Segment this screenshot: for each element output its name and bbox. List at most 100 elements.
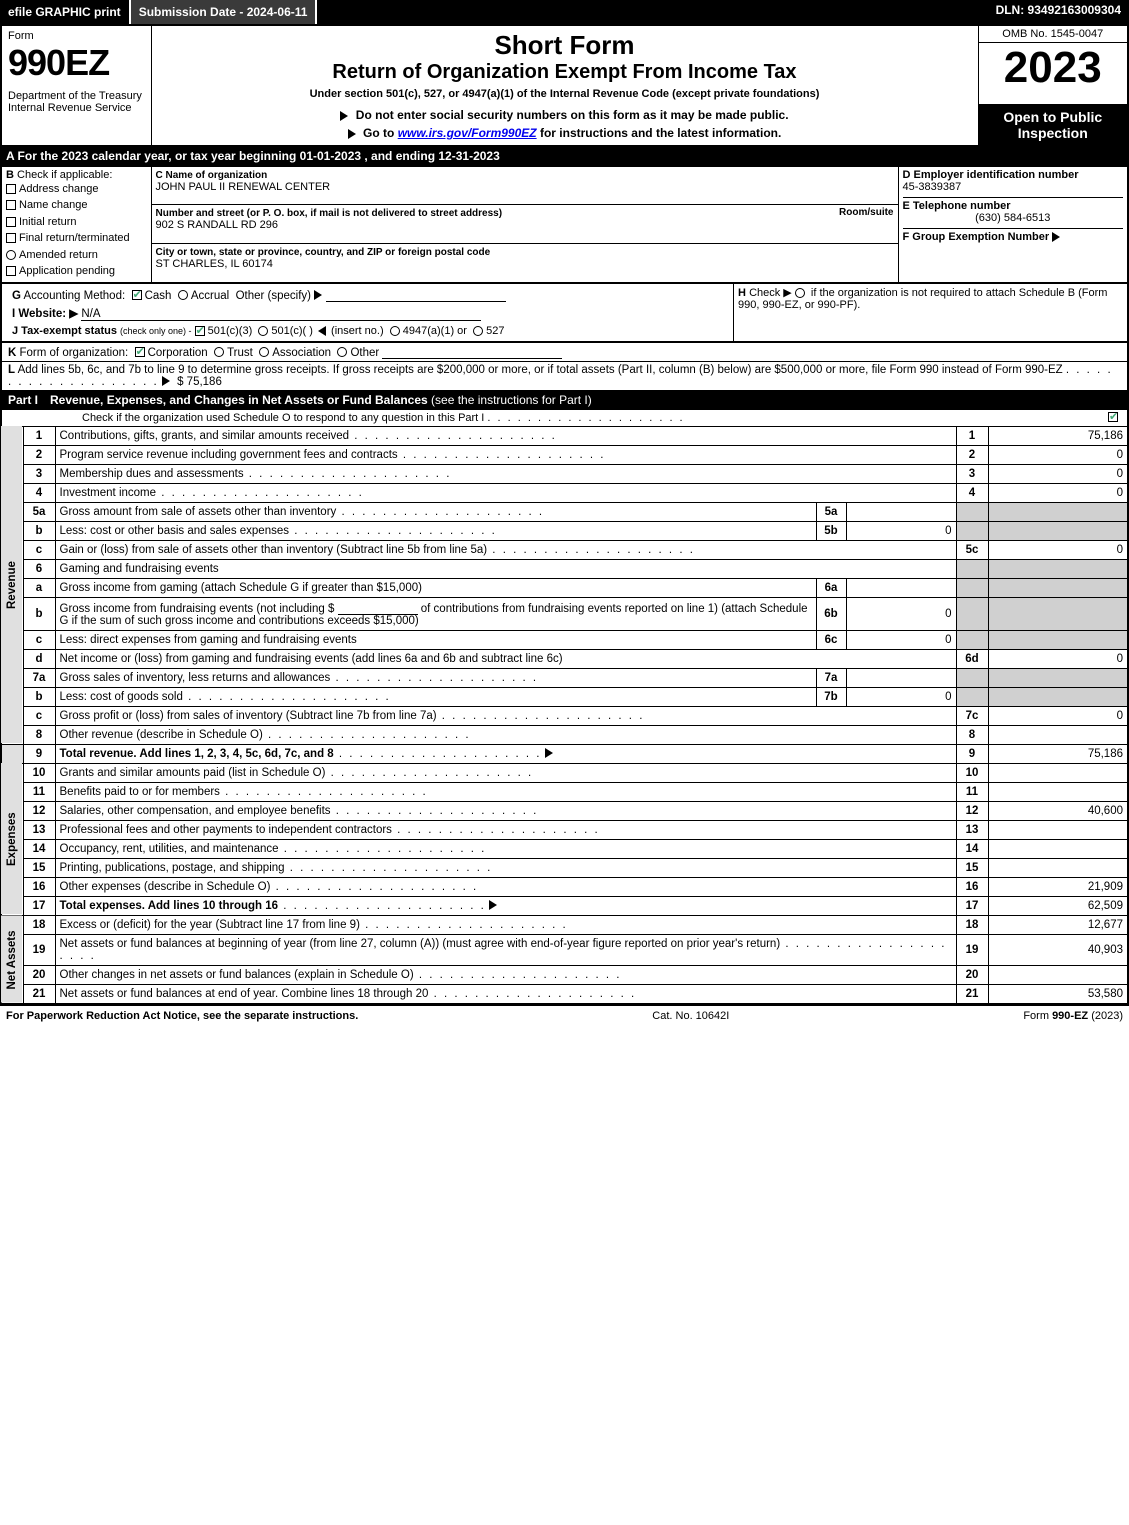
dots xyxy=(278,900,486,912)
line18-num: 18 xyxy=(23,915,55,934)
line19-num: 19 xyxy=(23,934,55,965)
line14-rn: 14 xyxy=(956,839,988,858)
line5b-sn: 5b xyxy=(816,521,846,540)
line2-desc: Program service revenue including govern… xyxy=(60,449,398,461)
dots xyxy=(270,881,478,893)
city-value: ST CHARLES, IL 60174 xyxy=(156,258,273,270)
line14-desc: Occupancy, rent, utilities, and maintena… xyxy=(60,843,279,855)
box-c-label: C xyxy=(156,170,163,181)
dots xyxy=(330,672,538,684)
line12-amount: 40,600 xyxy=(988,801,1128,820)
ein-value: 45-3839387 xyxy=(903,181,1124,193)
line6b-blank[interactable] xyxy=(338,601,418,615)
line9-rn: 9 xyxy=(956,744,988,763)
side-blank xyxy=(1,744,23,763)
cb-initial-return[interactable] xyxy=(6,217,16,227)
submission-date: Submission Date - 2024-06-11 xyxy=(131,0,318,24)
bullet-no-ssn: Do not enter social security numbers on … xyxy=(356,108,789,122)
line7a-num: 7a xyxy=(23,668,55,687)
row-h-post: if the organization is not required to a… xyxy=(738,287,1107,311)
line7b-sn: 7b xyxy=(816,687,846,706)
cb-label: Final return/terminated xyxy=(19,232,130,244)
line5a-num: 5a xyxy=(23,502,55,521)
line4-rn: 4 xyxy=(956,483,988,502)
line16-desc: Other expenses (describe in Schedule O) xyxy=(60,881,271,893)
line10-desc: Grants and similar amounts paid (list in… xyxy=(60,767,326,779)
row-h-pre: Check ▶ xyxy=(749,287,792,299)
line4-num: 4 xyxy=(23,483,55,502)
cb-501c[interactable] xyxy=(258,326,268,336)
cb-amended-return[interactable] xyxy=(6,250,16,260)
line1-rn: 1 xyxy=(956,426,988,445)
greyed-cell xyxy=(956,578,988,597)
line13-rn: 13 xyxy=(956,820,988,839)
cb-accrual[interactable] xyxy=(178,290,188,300)
line5b-desc: Less: cost or other basis and sales expe… xyxy=(60,525,290,537)
line6a-sv xyxy=(846,578,956,597)
cb-other-org[interactable] xyxy=(337,347,347,357)
dots xyxy=(334,748,542,760)
other-specify-field[interactable] xyxy=(326,288,506,302)
line4-desc: Investment income xyxy=(60,487,157,499)
line6c-desc: Less: direct expenses from gaming and fu… xyxy=(60,634,357,646)
omb-number: OMB No. 1545-0047 xyxy=(979,26,1128,43)
cb-schedule-o-part1[interactable] xyxy=(1108,412,1118,422)
line20-amount xyxy=(988,965,1128,984)
dots xyxy=(325,767,533,779)
triangle-icon xyxy=(489,900,497,910)
line8-amount xyxy=(988,725,1128,744)
cb-corporation[interactable] xyxy=(135,347,145,357)
greyed-cell xyxy=(988,578,1128,597)
box-d-label: D Employer identification number xyxy=(903,169,1124,181)
cb-527[interactable] xyxy=(473,326,483,336)
line7c-num: c xyxy=(23,706,55,725)
box-f-label: F Group Exemption Number xyxy=(903,231,1050,243)
efile-print-label[interactable]: efile GRAPHIC print xyxy=(0,0,131,24)
cb-501c3[interactable] xyxy=(195,326,205,336)
opt-501c3: 501(c)(3) xyxy=(208,325,253,337)
cb-trust[interactable] xyxy=(214,347,224,357)
city-label: City or town, state or province, country… xyxy=(156,247,491,258)
cb-application-pending[interactable] xyxy=(6,266,16,276)
line20-num: 20 xyxy=(23,965,55,984)
row-i-label: I Website: ▶ xyxy=(12,308,78,320)
row-j-note: (check only one) - xyxy=(120,326,192,336)
line3-desc: Membership dues and assessments xyxy=(60,468,244,480)
street-value: 902 S RANDALL RD 296 xyxy=(156,219,279,231)
line16-amount: 21,909 xyxy=(988,877,1128,896)
dots xyxy=(428,988,636,1000)
line4-amount: 0 xyxy=(988,483,1128,502)
greyed-cell xyxy=(956,502,988,521)
line21-amount: 53,580 xyxy=(988,984,1128,1004)
line3-num: 3 xyxy=(23,464,55,483)
cb-address-change[interactable] xyxy=(6,184,16,194)
line15-num: 15 xyxy=(23,858,55,877)
cb-4947[interactable] xyxy=(390,326,400,336)
line11-num: 11 xyxy=(23,782,55,801)
tax-year: 2023 xyxy=(979,43,1128,93)
dots xyxy=(360,919,568,931)
row-k-text: Form of organization: xyxy=(20,347,129,359)
cb-cash[interactable] xyxy=(132,290,142,300)
cb-name-change[interactable] xyxy=(6,200,16,210)
cb-label: Application pending xyxy=(19,265,115,277)
cb-association[interactable] xyxy=(259,347,269,357)
line5c-num: c xyxy=(23,540,55,559)
greyed-cell xyxy=(988,597,1128,630)
line6a-sn: 6a xyxy=(816,578,846,597)
line10-rn: 10 xyxy=(956,763,988,782)
line8-rn: 8 xyxy=(956,725,988,744)
irs-link[interactable]: www.irs.gov/Form990EZ xyxy=(398,126,537,140)
opt-trust: Trust xyxy=(227,347,253,359)
bullet-goto-pre: Go to xyxy=(363,126,398,140)
part1-header: Part I Revenue, Expenses, and Changes in… xyxy=(0,390,1129,410)
footer-right-post: (2023) xyxy=(1088,1010,1123,1022)
line21-rn: 21 xyxy=(956,984,988,1004)
cb-schedule-b[interactable] xyxy=(795,288,805,298)
other-org-field[interactable] xyxy=(382,345,562,359)
line6d-rn: 6d xyxy=(956,649,988,668)
cb-final-return[interactable] xyxy=(6,233,16,243)
row-g-text: Accounting Method: xyxy=(24,290,126,302)
line7a-desc: Gross sales of inventory, less returns a… xyxy=(60,672,331,684)
dots xyxy=(437,710,645,722)
